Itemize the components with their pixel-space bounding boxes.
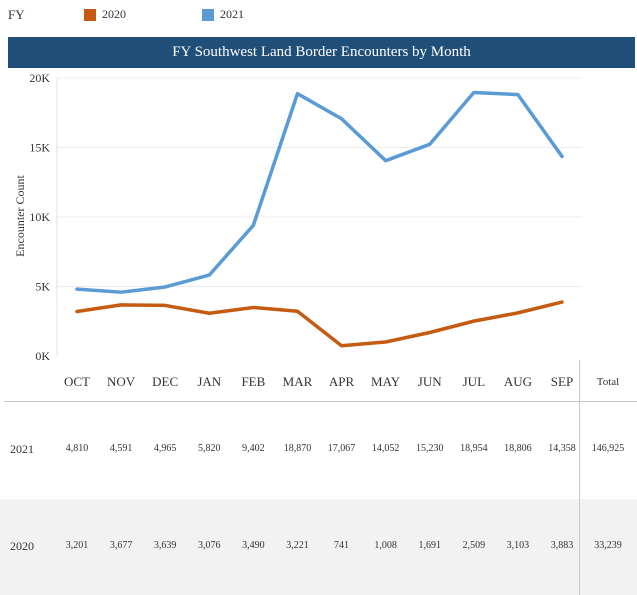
table-cell: 1,008 <box>374 540 397 551</box>
table-cell: 18,870 <box>283 443 312 454</box>
table-cell: 3,076 <box>198 540 221 551</box>
table-cell: 17,067 <box>327 443 356 454</box>
series-line-2021[interactable] <box>75 90 564 294</box>
table-header-divider <box>4 401 637 402</box>
table-cell: 9,402 <box>242 443 265 454</box>
table-cell: 741 <box>334 540 350 551</box>
table-cell: 3,677 <box>109 540 133 551</box>
data-table: OCT NOV DEC JAN FEB MAR APR MAY JUN JUL AUG SEP Tot… <box>0 360 637 595</box>
axis-layer: 0K 5K 10K 15K 20K <box>29 71 58 360</box>
legend-swatch-2020 <box>84 8 96 21</box>
table-cell: 2,509 <box>462 540 486 551</box>
data-point-2021[interactable] <box>75 287 79 291</box>
month-header: OCT <box>64 374 90 389</box>
table-cell: 4,810 <box>65 443 89 454</box>
legend-title: FY <box>8 7 25 22</box>
data-point-2020[interactable] <box>560 300 564 304</box>
table-cell: 4,591 <box>109 443 133 454</box>
data-point-2020[interactable] <box>340 344 344 348</box>
total-column-divider <box>579 360 580 595</box>
month-header: DEC <box>152 374 179 389</box>
table-cell: 15,230 <box>415 443 444 454</box>
table-cell: 3,103 <box>506 540 530 551</box>
table-cell: 3,201 <box>65 540 89 551</box>
data-point-2020[interactable] <box>163 303 167 307</box>
table-cell: 18,806 <box>504 443 532 454</box>
table-cell: 4,965 <box>153 443 177 454</box>
y-tick-label: 0K <box>35 349 50 360</box>
table-cell: 3,639 <box>153 540 177 551</box>
data-point-2020[interactable] <box>295 309 299 313</box>
chart-title-bar: FY Southwest Land Border Encounters by M… <box>8 37 635 68</box>
table-cell: 1,691 <box>418 540 441 551</box>
month-header: SEP <box>550 374 574 389</box>
data-point-2021[interactable] <box>428 142 432 146</box>
y-tick-label: 20K <box>29 71 50 85</box>
table-cell: 3,883 <box>550 540 574 551</box>
table-row-band-2 <box>0 499 637 595</box>
y-tick-label: 10K <box>29 210 50 224</box>
month-header: MAY <box>371 374 401 389</box>
table-cell: 3,490 <box>242 540 265 551</box>
data-point-2021[interactable] <box>207 273 211 277</box>
legend-entry-2021[interactable]: 2021 <box>202 7 244 22</box>
legend-label-2020: 2020 <box>102 7 126 21</box>
data-point-2020[interactable] <box>75 310 79 314</box>
month-header: JAN <box>197 374 222 389</box>
data-point-2021[interactable] <box>516 93 520 97</box>
line-chart: 0K 5K 10K 15K 20K Encounter Count <box>13 71 582 360</box>
data-point-2021[interactable] <box>560 154 564 158</box>
table-row-label: 2021 <box>10 442 34 456</box>
series-line-2020[interactable] <box>75 300 564 348</box>
y-tick-label: 5K <box>35 280 50 294</box>
data-point-2020[interactable] <box>384 340 388 344</box>
month-header: FEB <box>241 374 266 389</box>
legend-label-2021: 2021 <box>220 7 244 21</box>
data-point-2021[interactable] <box>295 92 299 96</box>
chart-title: FY Southwest Land Border Encounters by M… <box>172 44 471 60</box>
month-header: AUG <box>503 374 532 389</box>
data-point-2021[interactable] <box>163 285 167 289</box>
series-layer <box>75 90 564 348</box>
table-total-cell: 33,239 <box>594 540 622 551</box>
table-total-cell: 146,925 <box>591 443 625 454</box>
month-header: APR <box>328 374 355 389</box>
table-cell: 18,954 <box>460 443 488 454</box>
legend: FY 2020 2021 <box>0 0 637 30</box>
data-point-2020[interactable] <box>119 303 123 307</box>
y-tick-label: 15K <box>29 141 50 155</box>
month-header: JUN <box>417 374 442 389</box>
grid-layer <box>57 77 582 287</box>
data-point-2020[interactable] <box>472 319 476 323</box>
table-row-label: 2020 <box>10 539 34 553</box>
table-cell: 3,221 <box>286 540 309 551</box>
data-point-2021[interactable] <box>472 91 476 95</box>
total-header: Total <box>596 376 620 388</box>
month-header: JUL <box>462 374 486 389</box>
table-cell: 5,820 <box>198 443 221 454</box>
data-point-2020[interactable] <box>207 311 211 315</box>
data-point-2020[interactable] <box>251 305 255 309</box>
data-point-2021[interactable] <box>119 290 123 294</box>
data-point-2020[interactable] <box>516 311 520 315</box>
table-cell: 14,052 <box>371 443 400 454</box>
legend-entry-2020[interactable]: 2020 <box>84 7 126 22</box>
data-point-2021[interactable] <box>340 117 344 121</box>
data-point-2020[interactable] <box>428 330 432 334</box>
table-row-band-1 <box>0 401 637 499</box>
month-header: NOV <box>106 374 136 389</box>
data-point-2021[interactable] <box>384 159 388 163</box>
month-header: MAR <box>282 374 313 389</box>
data-point-2021[interactable] <box>251 223 255 227</box>
table-cell: 14,358 <box>548 443 576 454</box>
legend-swatch-2021 <box>202 8 214 21</box>
y-axis-label: Encounter Count <box>13 175 27 257</box>
